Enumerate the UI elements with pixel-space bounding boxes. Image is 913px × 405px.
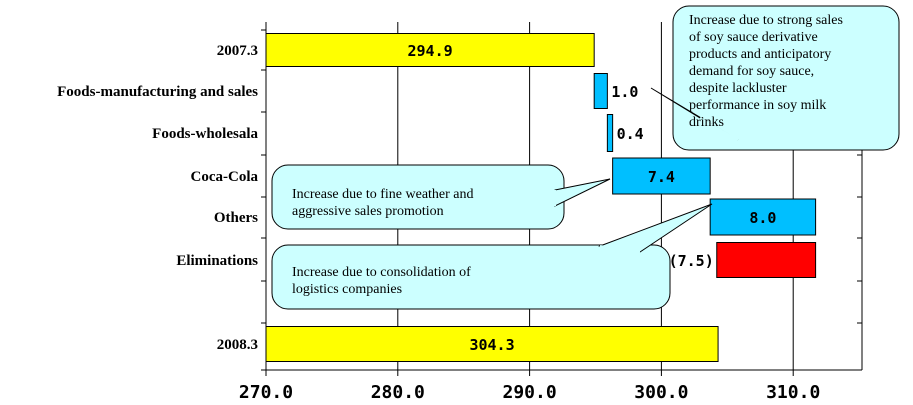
data-label: 7.4 — [648, 168, 675, 186]
callout-seam — [599, 245, 641, 253]
category-label: Foods-manufacturing and sales — [57, 84, 258, 100]
callout-text-line: products and anticipatory — [689, 47, 831, 62]
callout-text-line: aggressive sales promotion — [292, 204, 444, 219]
callout-text-line: Increase due to fine weather and — [292, 187, 474, 202]
x-tick-label: 270.0 — [239, 382, 293, 403]
callout-box — [271, 244, 671, 310]
data-label: 8.0 — [749, 209, 776, 227]
callout-2: Increase due to consolidation of logistic… — [271, 203, 713, 310]
callout-text-line: logistics companies — [292, 282, 402, 297]
x-tick-label: 310.0 — [766, 382, 820, 403]
callout-box — [672, 5, 900, 151]
callout-text-line: Increase due to consolidation of — [292, 265, 471, 280]
category-label: 2007.3 — [217, 43, 258, 59]
bar-1 — [593, 73, 608, 109]
category-label: 2008.3 — [217, 337, 258, 353]
callout-1: Increase due to fine weather and aggressi… — [271, 164, 611, 230]
callout-0: Increase due to strong sales of soy sauce… — [650, 5, 900, 151]
bars-layer — [265, 33, 817, 362]
callout-text-line: despite lackluster — [689, 81, 787, 96]
callout-seam — [699, 117, 739, 141]
data-label: 304.3 — [469, 336, 514, 354]
category-label: Eliminations — [176, 253, 258, 269]
x-tick-label: 280.0 — [371, 382, 425, 403]
x-tick-label: 290.0 — [503, 382, 557, 403]
x-tick-label: 300.0 — [634, 382, 688, 403]
data-label: 294.9 — [408, 42, 453, 60]
data-label: 0.4 — [617, 125, 644, 143]
bar-5 — [716, 242, 817, 278]
callout-text-line: of soy sauce derivative — [689, 30, 818, 45]
callout-text-line: performance in soy milk — [689, 98, 826, 113]
callout-text-line: Increase due to strong sales — [689, 13, 843, 28]
data-label: (7.5) — [669, 252, 714, 270]
bar-6 — [265, 326, 719, 362]
category-label: Foods-wholesala — [152, 126, 258, 142]
callout-layer: Increase due to strong sales of soy sauce… — [271, 5, 900, 310]
callout-text-line: drinks — [689, 115, 724, 130]
bar-3 — [612, 157, 711, 195]
category-label: Others — [214, 210, 258, 226]
bar-2 — [606, 114, 614, 152]
labels-layer: 270.0 280.0 290.0 300.0 310.0 2007.3 294.9 Food… — [57, 42, 820, 403]
bar-4 — [709, 198, 817, 236]
data-label: 1.0 — [611, 83, 638, 101]
bar-0 — [265, 33, 595, 67]
category-label: Coca-Cola — [191, 169, 259, 185]
callout-text-line: demand for soy sauce, — [689, 64, 814, 79]
